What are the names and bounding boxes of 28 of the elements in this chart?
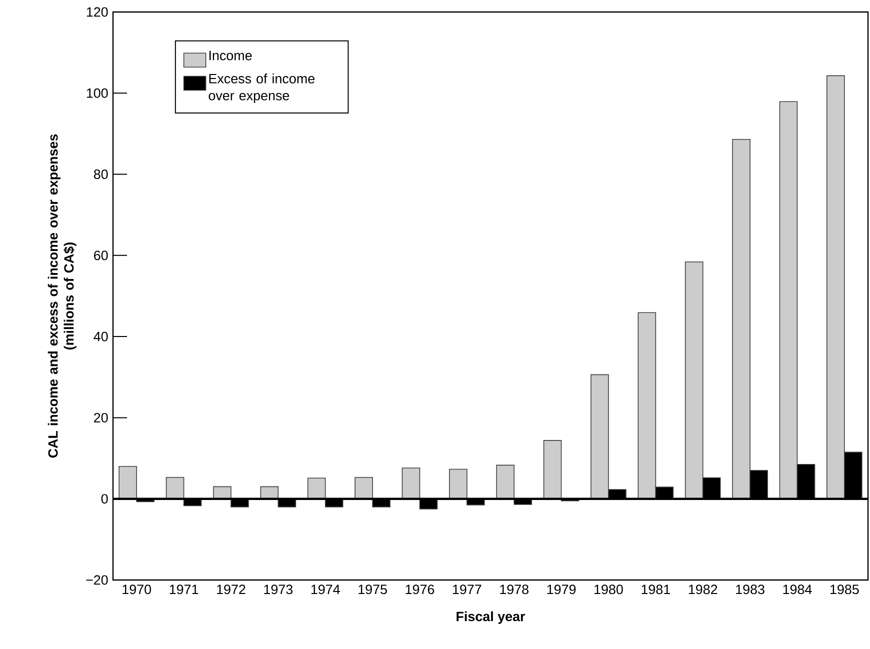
y-axis-title: CAL income and excess of income over expenses (millions of CA$) (48, 134, 76, 458)
x-tick-label: 1980 (594, 584, 623, 594)
legend-label: Income (209, 50, 252, 60)
x-tick-label: 1971 (170, 584, 198, 594)
x-axis-title: Fiscal year (456, 611, 526, 624)
x-tick-label: 1982 (688, 584, 718, 594)
x-tick-label: 1981 (642, 584, 670, 594)
y-tick-label: 20 (94, 412, 108, 422)
x-tick-label: 1985 (830, 584, 859, 594)
x-tick-label: 1970 (122, 584, 152, 594)
x-tick-label: 1978 (500, 584, 528, 594)
y-tick-label: −20 (86, 575, 108, 585)
x-tick-label: 1979 (547, 584, 576, 594)
x-tick-label: 1983 (736, 584, 764, 594)
y-tick-label: 40 (94, 332, 108, 342)
y-tick-label: 120 (86, 7, 108, 17)
legend-label: Excess of income over expense (208, 74, 314, 103)
y-tick-label: 0 (101, 494, 108, 504)
x-tick-label: 1974 (311, 584, 340, 594)
x-tick-label: 1972 (217, 584, 246, 594)
y-tick-label: 60 (94, 250, 108, 260)
x-tick-label: 1976 (406, 584, 434, 594)
x-tick-label: 1973 (264, 584, 293, 594)
x-tick-label: 1977 (452, 584, 482, 594)
x-tick-label: 1975 (358, 584, 387, 594)
y-tick-label: 80 (94, 170, 108, 180)
x-tick-label: 1984 (783, 584, 812, 594)
y-tick-label: 100 (86, 88, 108, 98)
